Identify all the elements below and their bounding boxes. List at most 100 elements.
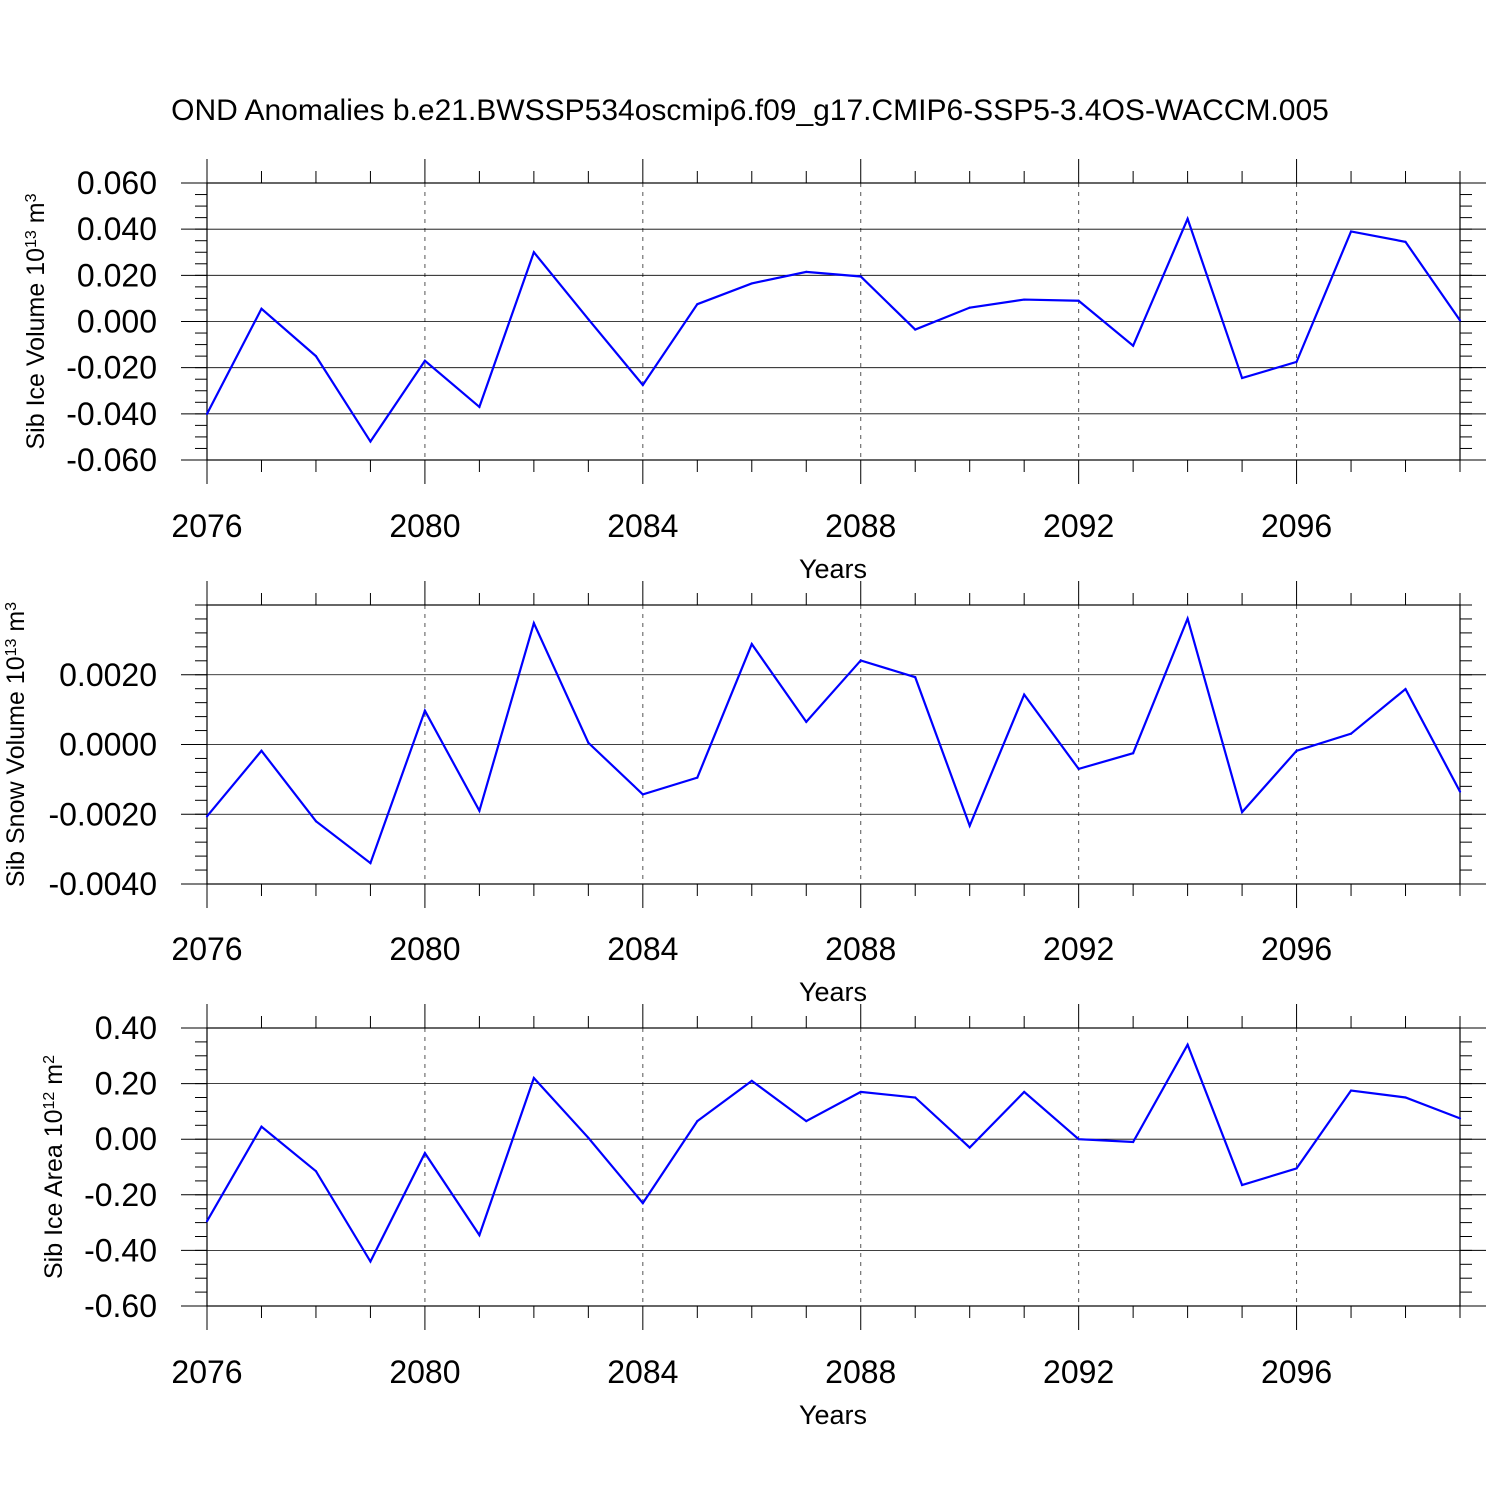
x-tick-label: 2084 (607, 931, 678, 967)
y-axis-title-superscript: 2 (41, 1055, 58, 1064)
data-point (205, 815, 209, 818)
y-tick-label: 0.0020 (59, 657, 157, 693)
y-axis-title-superscript: 3 (3, 602, 20, 611)
data-point (1240, 1183, 1244, 1187)
y-tick-label: 0.0000 (59, 727, 157, 763)
y-tick-label: 0.00 (95, 1121, 157, 1157)
panel-snow-volume: 2076 2080 2084 2088 2092 2096 Years -0.0040 -0.0… (2, 581, 1486, 1007)
data-point (532, 622, 535, 625)
figure-title: OND Anomalies b.e21.BWSSP534oscmip6.f09_… (171, 94, 1329, 127)
y-tick-label: -0.40 (84, 1232, 157, 1268)
data-point (805, 720, 808, 723)
y-axis-title-part: Sib Ice Volume 10 (22, 248, 50, 450)
data-point (641, 793, 644, 796)
data-point (260, 749, 263, 752)
data-point (1458, 790, 1462, 793)
x-tick-label: 2080 (389, 931, 460, 967)
y-tick-label: 0.060 (77, 165, 157, 201)
y-tick-label: 0.20 (95, 1066, 157, 1102)
x-tick-label: 2088 (825, 1354, 896, 1390)
y-axis-title-part: m (22, 202, 50, 230)
data-point (1132, 1140, 1135, 1144)
data-point (369, 1260, 372, 1263)
data-point (205, 1220, 209, 1223)
y-axis-title-part: Sib Snow Volume 10 (2, 656, 30, 887)
y-tick-label: -0.0040 (48, 866, 157, 902)
data-point (1349, 230, 1353, 233)
data-point (1186, 617, 1189, 620)
x-tick-label: 2092 (1043, 1354, 1114, 1390)
data-point (1077, 1138, 1080, 1141)
data-point (1295, 1167, 1298, 1170)
x-axis-title: Years (799, 1400, 867, 1430)
data-point (478, 1234, 481, 1237)
data-point (968, 306, 971, 309)
y-tick-label: -0.20 (84, 1177, 157, 1213)
data-point (260, 1125, 263, 1128)
y-axis-title-part: m (40, 1064, 68, 1092)
data-point (1023, 298, 1026, 301)
x-tick-label: 2080 (389, 1354, 460, 1390)
data-point (805, 270, 808, 273)
data-point (423, 359, 427, 362)
data-point (1023, 693, 1026, 696)
x-tick-label: 2092 (1043, 508, 1114, 544)
data-point (750, 642, 753, 646)
data-point (1077, 767, 1080, 771)
data-point (1132, 752, 1135, 755)
y-tick-label: 0.40 (95, 1010, 157, 1046)
x-tick-label: 2080 (389, 508, 460, 544)
series-line-snow-volume (206, 615, 1461, 865)
y-axis-title: Sib Ice Area 1012 m2 (40, 1055, 68, 1279)
data-point (205, 412, 209, 415)
data-point (859, 1090, 862, 1094)
data-point (750, 1079, 753, 1082)
data-point (260, 307, 263, 310)
data-point (369, 440, 372, 443)
y-tick-label: -0.020 (66, 350, 157, 386)
data-point (1240, 376, 1244, 380)
y-axis-title-part: m (2, 611, 30, 639)
data-point (1077, 299, 1080, 302)
data-point (423, 1152, 427, 1155)
x-tick-label: 2076 (171, 931, 242, 967)
data-point (914, 1096, 917, 1099)
y-axis-title-superscript: 13 (23, 230, 40, 248)
x-tick-label: 2084 (607, 1354, 678, 1390)
x-tick-label: 2096 (1261, 508, 1332, 544)
data-point (914, 328, 917, 331)
data-point (641, 383, 644, 387)
series-line-ice-volume (206, 215, 1461, 444)
data-point (1295, 749, 1298, 752)
data-point (1404, 1096, 1407, 1099)
data-point (314, 820, 318, 823)
data-point (314, 355, 318, 358)
panel-ice-volume: 2076 2080 2084 2088 2092 2096 Years -0.060 -0.04… (22, 159, 1486, 584)
data-point (914, 676, 917, 679)
data-point (314, 1170, 318, 1173)
data-point (587, 741, 590, 744)
data-point (696, 776, 699, 779)
data-point (750, 282, 753, 285)
data-point (696, 1120, 699, 1123)
data-point (1404, 687, 1407, 691)
y-axis-title-part: Sib Ice Area 10 (40, 1109, 68, 1279)
y-axis-title: Sib Snow Volume 1013 m3 (2, 602, 30, 887)
y-tick-label: -0.060 (66, 442, 157, 478)
data-point (1349, 1089, 1353, 1092)
data-point (859, 659, 862, 662)
data-point (968, 1146, 971, 1149)
data-point (369, 861, 372, 865)
x-axis-title: Years (799, 554, 867, 584)
data-point (968, 824, 971, 827)
x-tick-label: 2096 (1261, 1354, 1332, 1390)
data-point (1295, 360, 1298, 363)
data-point (587, 1136, 590, 1139)
y-tick-label: 0.000 (77, 304, 157, 340)
data-point (1458, 319, 1462, 322)
data-point (1240, 811, 1244, 814)
y-axis-title-superscript: 13 (3, 638, 20, 656)
x-tick-label: 2088 (825, 931, 896, 967)
y-tick-label: 0.040 (77, 211, 157, 247)
